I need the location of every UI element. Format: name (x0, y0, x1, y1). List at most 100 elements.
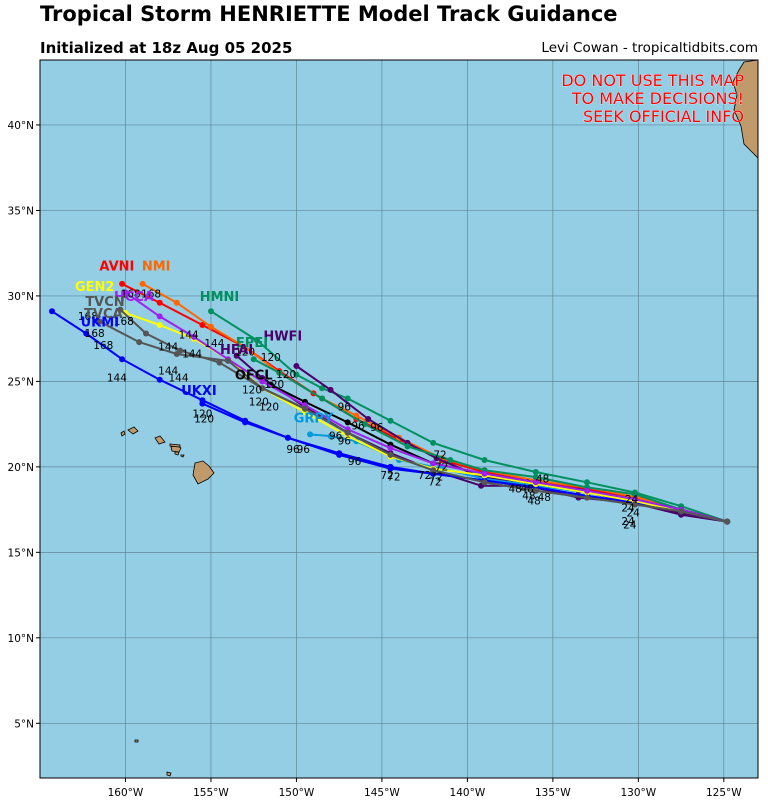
track-point (284, 434, 291, 441)
track-point (344, 429, 351, 436)
forecast-hour-label: 24 (625, 494, 639, 506)
track-point (631, 501, 638, 508)
forecast-hour-label: 96 (370, 422, 384, 434)
track-point (336, 451, 343, 458)
forecast-hour-label: 72 (430, 472, 443, 484)
model-label-avni: AVNI (99, 259, 134, 274)
forecast-hour-label: 96 (286, 444, 300, 456)
track-point (678, 508, 685, 515)
track-point (49, 308, 55, 315)
lat-tick-label: 30°N (8, 291, 34, 303)
forecast-hour-label: 120 (276, 369, 296, 381)
forecast-hour-label: 168 (93, 340, 113, 352)
track-point (532, 474, 539, 481)
forecast-hour-label: 96 (348, 456, 362, 468)
track-point (156, 313, 163, 320)
track-point (344, 395, 351, 402)
forecast-hour-label: 168 (78, 311, 98, 323)
forecast-hour-label: 48 (527, 496, 540, 508)
lat-tick-label: 5°N (14, 718, 34, 730)
forecast-hour-label: 168 (121, 289, 141, 301)
warning-line-2: TO MAKE DECISIONS! (571, 89, 744, 108)
model-label-emxi: EPEI (236, 336, 268, 351)
forecast-hour-label: 144 (204, 338, 224, 350)
track-point (276, 369, 283, 376)
track-point (365, 416, 372, 422)
track-point (724, 518, 731, 525)
track-point (430, 467, 437, 474)
forecast-hour-label: 48 (538, 492, 551, 504)
track-point (208, 323, 214, 330)
forecast-hour-label: 96 (297, 444, 311, 456)
model-label-hfai: HFAI (220, 343, 253, 358)
forecast-hour-labels: 1681681681681681681441441441441441441441… (78, 289, 640, 532)
forecast-hour-label: 144 (158, 342, 178, 354)
forecast-hour-label: 120 (264, 379, 284, 391)
track-point (631, 496, 638, 503)
forecast-hour-label: 144 (168, 372, 188, 384)
model-tracks (49, 280, 731, 525)
track-point (139, 280, 146, 287)
track-point (532, 479, 539, 486)
track-line (253, 358, 728, 523)
hawaii-molokai (169, 443, 181, 448)
track-point (631, 491, 638, 498)
track-point (83, 330, 90, 337)
lat-tick-label: 10°N (8, 633, 34, 645)
hawaii-oahu (154, 435, 166, 445)
forecast-hour-label: 120 (249, 396, 269, 408)
forecast-hour-label: 168 (141, 289, 161, 301)
nwhi-islet-1 (134, 739, 139, 743)
track-tvca (117, 306, 731, 525)
track-point (430, 439, 437, 446)
forecast-hour-label: 168 (85, 328, 105, 340)
model-label-nmi: NMI (142, 259, 171, 274)
track-point (387, 445, 394, 452)
track-point (122, 289, 129, 296)
forecast-hour-label: 72 (428, 477, 441, 489)
lat-tick-label: 40°N (8, 120, 34, 132)
track-point (242, 417, 249, 424)
forecast-hour-label: 120 (259, 402, 279, 414)
map-title: Tropical Storm HENRIETTE Model Track Gui… (40, 2, 618, 26)
track-point (242, 344, 249, 351)
track-point (584, 494, 590, 501)
lat-tick-label: 20°N (8, 462, 34, 474)
track-point (387, 465, 394, 472)
model-label-tvcn: TVCN (85, 295, 124, 310)
forecast-hour-label: 120 (261, 352, 281, 364)
track-point (307, 431, 314, 438)
track-point (117, 306, 124, 313)
model-label-hwfi: HWFI (263, 329, 302, 344)
init-time: Initialized at 18z Aug 05 2025 (40, 39, 293, 57)
forecast-hour-label: 24 (623, 519, 637, 531)
lon-tick-label: 150°W (279, 787, 315, 799)
track-point (387, 451, 394, 458)
track-point (327, 433, 334, 440)
lat-tick-label: 35°N (8, 205, 34, 217)
track-point (447, 457, 454, 463)
track-point (156, 322, 163, 328)
lon-tick-label: 145°W (364, 787, 400, 799)
forecast-hour-label: 144 (158, 366, 178, 378)
track-point (225, 357, 231, 364)
forecast-hour-label: 72 (380, 470, 393, 482)
hawaii-big-island (192, 460, 215, 485)
forecast-hour-label: 120 (242, 384, 262, 396)
forecast-hour-label: 144 (179, 330, 199, 342)
track-point (96, 318, 103, 325)
track-point (190, 333, 197, 340)
forecast-hour-label: 72 (433, 449, 446, 461)
track-point (156, 376, 163, 383)
forecast-hour-label: 72 (418, 470, 431, 482)
forecast-hour-label: 96 (338, 402, 352, 414)
track-point (177, 347, 184, 354)
track-point (584, 479, 590, 486)
track-point (344, 419, 351, 426)
track-point (532, 469, 539, 475)
model-label-hcca: HCCA (114, 290, 154, 305)
hawaii-niihau (120, 430, 126, 437)
track-point (254, 337, 261, 344)
